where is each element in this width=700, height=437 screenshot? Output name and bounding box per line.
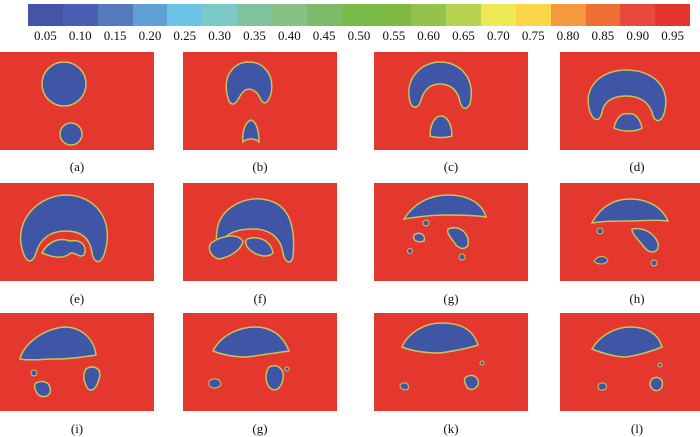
colorbar-tick-label: 0.85: [591, 28, 615, 43]
colorbar-tick-label: 0.30: [208, 28, 231, 43]
colorbar-segment: [237, 4, 272, 26]
panel-e: [0, 183, 154, 281]
colorbar-segment: [480, 4, 516, 26]
colorbar: [28, 4, 691, 26]
colorbar-tick-label: 0.20: [138, 28, 162, 43]
colorbar-tick-label: 0.60: [417, 28, 441, 43]
colorbar-tick-label: 0.05: [34, 28, 57, 43]
panel-label-g-second: (g): [252, 421, 268, 436]
panel-g: [374, 183, 528, 281]
panel-label-a: (a): [69, 159, 85, 174]
panel-label-d: (d): [629, 159, 645, 174]
colorbar-segment: [271, 4, 307, 26]
colorbar-tick-label: 0.75: [521, 28, 545, 43]
colorbar-segment: [411, 4, 447, 26]
colorbar-tick-label: 0.95: [661, 28, 684, 43]
colorbar-segment: [585, 4, 621, 26]
colorbar-ticks: 0.05 0.10 0.15 0.20 0.25 0.30 0.35 0.40 0.45 0.50…: [28, 28, 690, 44]
colorbar-tick-label: 0.40: [277, 28, 301, 43]
colorbar-segment: [97, 4, 133, 26]
panel-a: [0, 52, 154, 150]
panel-label-e: (e): [69, 291, 85, 306]
colorbar-segment: [28, 4, 63, 26]
panel-f: [183, 183, 337, 281]
panel-l: [560, 313, 700, 411]
colorbar-segment: [202, 4, 238, 26]
colorbar-tick-label: 0.80: [556, 28, 580, 43]
colorbar-segment: [341, 4, 377, 26]
panel-d: [560, 52, 700, 150]
colorbar-segment: [167, 4, 203, 26]
colorbar-segment: [655, 4, 691, 26]
colorbar-tick-label: 0.45: [312, 28, 336, 43]
colorbar-segment: [515, 4, 551, 26]
colorbar-tick-label: 0.10: [68, 28, 92, 43]
panel-label-b: (b): [252, 159, 268, 174]
panel-label-i: (i): [70, 421, 84, 436]
panel-label-g: (g): [443, 291, 459, 306]
colorbar-tick-label: 0.50: [347, 28, 371, 43]
colorbar-segment: [62, 4, 98, 26]
panel-label-f: (f): [253, 291, 267, 306]
colorbar-tick-label: 0.55: [382, 28, 406, 43]
panel-i: [0, 313, 154, 411]
panel-label-l: (l): [630, 421, 644, 436]
colorbar-segment: [446, 4, 481, 26]
colorbar-tick-label: 0.15: [103, 28, 127, 43]
colorbar-segment: [132, 4, 168, 26]
colorbar-segment: [550, 4, 586, 26]
panel-label-h: (h): [629, 291, 645, 306]
panel-g-second: [183, 313, 337, 411]
panel-b: [183, 52, 337, 150]
colorbar-segment: [376, 4, 412, 26]
panel-c: [374, 52, 528, 150]
colorbar-tick-label: 0.65: [452, 28, 475, 43]
colorbar-tick-label: 0.25: [173, 28, 197, 43]
colorbar-tick-label: 0.90: [626, 28, 650, 43]
colorbar-segment: [306, 4, 342, 26]
colorbar-tick-label: 0.70: [486, 28, 510, 43]
panel-h: [560, 183, 700, 281]
panel-k: [374, 313, 528, 411]
panel-label-c: (c): [443, 159, 459, 174]
panel-label-k: (k): [443, 421, 459, 436]
colorbar-tick-label: 0.35: [243, 28, 266, 43]
colorbar-segment: [620, 4, 656, 26]
